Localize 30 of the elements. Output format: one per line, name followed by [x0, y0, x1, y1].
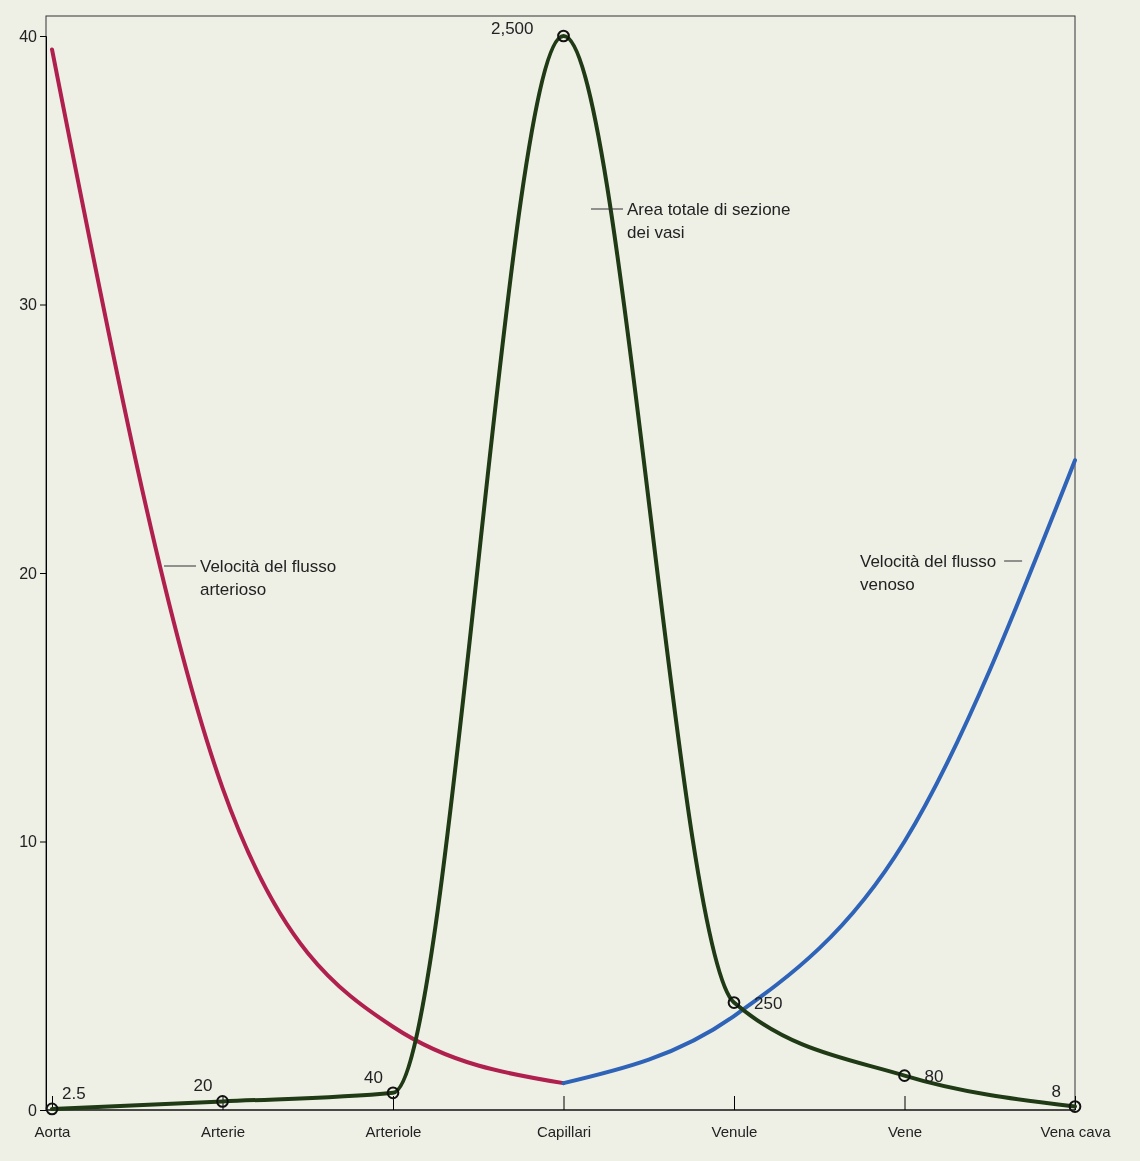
- point: [1068, 1100, 1082, 1113]
- x-tick-label: Arteriole: [365, 1123, 422, 1140]
- x-tick-label: Arterie: [200, 1123, 246, 1140]
- line-series: [561, 458, 1077, 1086]
- x-tick-label: Capillari: [536, 1123, 592, 1140]
- point: [727, 996, 741, 1009]
- x-tick-label: Vene: [887, 1123, 923, 1140]
- point: [386, 1086, 400, 1100]
- point: [557, 29, 570, 43]
- data-label: 40: [364, 1067, 383, 1087]
- x-tick-label: Vena cava: [1040, 1123, 1112, 1140]
- x-tick-label: Venule: [711, 1123, 758, 1140]
- data-label: 8: [1051, 1081, 1061, 1101]
- series-label: Velocità del flusso venoso: [860, 552, 997, 594]
- data-label: 250: [754, 993, 783, 1013]
- point: [898, 1069, 911, 1082]
- y-tick-label: 0: [28, 1101, 38, 1119]
- series-label: Velocità del flusso arterioso: [200, 557, 337, 599]
- y-tick-label: 10: [19, 833, 38, 851]
- y-tick-label: 30: [19, 296, 38, 314]
- data-label: 20: [193, 1076, 213, 1096]
- point: [45, 1102, 59, 1116]
- x-tick-label: Aorta: [34, 1123, 72, 1140]
- y-tick-label: 20: [19, 564, 38, 582]
- point: [216, 1095, 229, 1108]
- y-tick-label: 40: [19, 27, 38, 45]
- data-label: 2.5: [62, 1083, 86, 1103]
- data-label: 80: [924, 1066, 944, 1086]
- data-label: 2,500: [490, 19, 534, 38]
- series-label: Area totale di sezione dei vasi: [627, 200, 791, 242]
